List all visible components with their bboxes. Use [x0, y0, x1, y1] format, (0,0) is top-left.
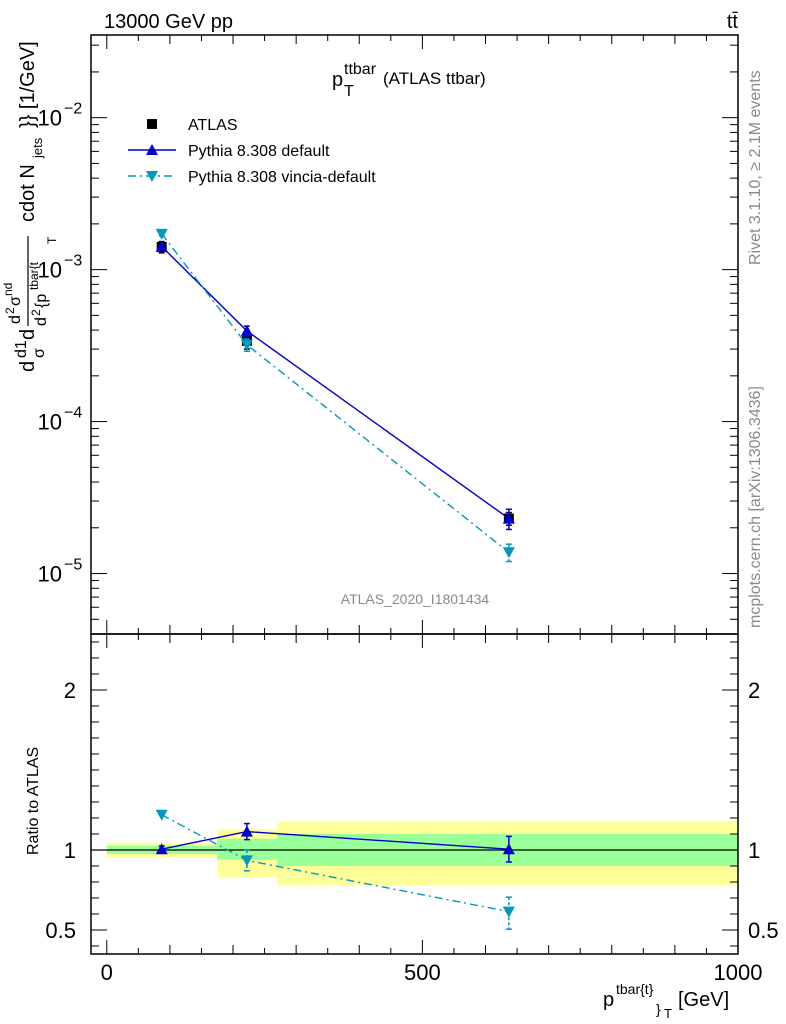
ylabel-num-sup: 2 [3, 307, 17, 314]
ratio-point [502, 906, 515, 918]
ylabel-d: d [17, 329, 39, 340]
legend-label: Pythia 8.308 default [188, 143, 330, 160]
header-right: tt̄ [727, 11, 739, 33]
y-tick-label: 10 [38, 106, 62, 131]
main-title: p ttbar T (ATLAS ttbar) [332, 61, 486, 100]
main-series-line-2 [161, 233, 510, 553]
ylabel-den-sup: 2 [29, 309, 43, 316]
ylabel-tail-end: }} [1/GeV] [17, 41, 39, 128]
xlabel-unit: [GeV] [678, 989, 729, 1011]
ylabel-num-sigma: σ [7, 296, 24, 306]
ylabel-tail-sub: jets [30, 137, 45, 159]
xlabel-subsub: T [664, 1006, 672, 1021]
main-point [502, 512, 515, 524]
xlabel-main: p [603, 989, 614, 1011]
ratio-y-tick-label-right: 2 [748, 678, 760, 703]
legend-label: Pythia 8.308 vincia-default [188, 169, 376, 186]
main-axes: 10−210−310−410−5 [38, 34, 739, 635]
ylabel-d-left: d [17, 361, 39, 372]
mcplots-credit-text: mcplots.cern.ch [arXiv:1306.3436] [747, 386, 764, 628]
main-title-p: p [332, 69, 343, 91]
y-tick-exponent: −5 [64, 557, 82, 574]
legend-marker [146, 171, 158, 182]
ylabel-num-sigma-sup: nd [1, 283, 15, 296]
ratio-series [155, 809, 515, 930]
ratio-axes: 0 500 1000 0.5 0.5 1 1 2 2 [45, 633, 779, 985]
y-tick-label: 10 [38, 258, 62, 283]
ratio-frame [90, 633, 739, 955]
ylabel-frac-top: d1 [13, 340, 30, 358]
ratio-point [240, 855, 253, 867]
ratio-point [155, 809, 168, 821]
ratio-uncertainty-bands [106, 821, 738, 886]
analysis-watermark: ATLAS_2020_I1801434 [341, 591, 490, 607]
main-point [240, 339, 253, 351]
ratio-y-tick-label-right: 1 [748, 838, 760, 863]
main-series [155, 228, 515, 563]
xlabel-sub: } [656, 1001, 661, 1017]
y-tick-exponent: −4 [64, 405, 82, 422]
ratio-point [155, 843, 168, 855]
ratio-y-tick-label-left: 1 [64, 838, 76, 863]
xlabel-sup: tbar{t} [616, 981, 654, 997]
main-series-line-1 [161, 245, 510, 520]
ylabel-den-p: {p [33, 294, 50, 308]
x-tick-label: 1000 [714, 960, 763, 985]
legend-marker [147, 119, 157, 129]
ratio-y-tick-label-left: 2 [64, 678, 76, 703]
main-title-rest: (ATLAS ttbar) [383, 69, 486, 88]
ratio-y-tick-label-right: 0.5 [748, 918, 779, 943]
ylabel-den: d [33, 317, 50, 326]
main-y-axis-label: d d1 σ d d 2 σ nd d 2 {p tbar{t T cdot N… [1, 41, 59, 372]
y-tick-label: 10 [38, 410, 62, 435]
x-axis-label: p tbar{t} } T [GeV] [603, 981, 729, 1021]
x-tick-label: 500 [404, 960, 441, 985]
x-tick-label: 0 [101, 960, 113, 985]
main-title-sub: T [344, 83, 354, 100]
ratio-point [240, 825, 253, 837]
main-title-sup: ttbar [344, 61, 377, 78]
ylabel-den-sub: T [45, 236, 59, 244]
y-tick-exponent: −3 [64, 253, 82, 270]
legend-marker [146, 144, 158, 155]
ylabel-frac-bot: σ [31, 348, 48, 358]
main-point [155, 228, 168, 240]
main-point [240, 324, 253, 336]
header-left: 13000 GeV pp [104, 11, 233, 33]
ratio-y-axis-label: Ratio to ATLAS [25, 747, 42, 855]
ratio-point [502, 843, 515, 855]
legend: ATLAS Pythia 8.308 default Pythia 8.308 vi… [128, 117, 376, 186]
ylabel-num: d [7, 315, 24, 324]
rivet-version-text: Rivet 3.1.10, ≥ 2.1M events [747, 70, 764, 265]
ratio-y-tick-label-left: 0.5 [45, 918, 76, 943]
y-tick-label: 10 [38, 562, 62, 587]
y-tick-exponent: −2 [64, 101, 82, 118]
ylabel-tail: cdot N [17, 164, 39, 222]
main-point [155, 240, 168, 252]
legend-label: ATLAS [188, 117, 238, 134]
main-point [502, 547, 515, 559]
ylabel-den-p-sup: tbar{t [27, 261, 41, 290]
band-inner-1 [217, 838, 278, 860]
